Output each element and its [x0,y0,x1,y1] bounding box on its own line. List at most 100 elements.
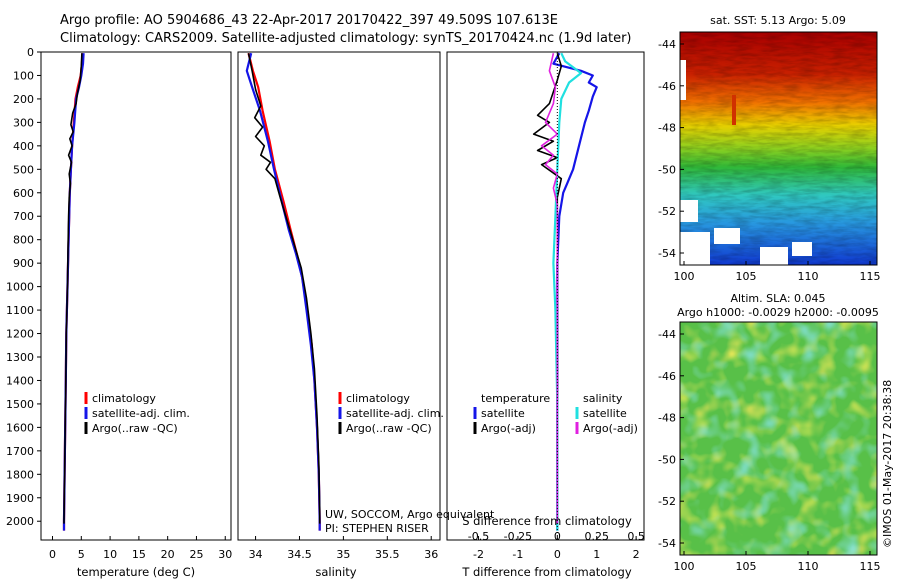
credit-line-1: UW, SOCCOM, Argo equivalent [325,508,495,521]
depth-tick-label: 400 [13,140,34,153]
s-difference-xlabel: S difference from climatology [462,514,632,528]
x-tick-label: 36 [424,548,438,561]
title-line-2: Climatology: CARS2009. Satellite-adjuste… [60,31,632,46]
title-line-1: Argo profile: AO 5904686_43 22-Apr-2017 … [60,13,558,28]
s-diff-tick-label: -0.5 [468,530,489,543]
sla-texture-low [680,322,877,555]
x-tick-label: 35 [336,548,350,561]
x-tick-label: 25 [189,548,203,561]
depth-tick-label: 1400 [6,374,34,387]
sst-missing-patch [714,228,740,244]
sla-map-frame [679,321,878,556]
depth-tick-label: 1600 [6,421,34,434]
lat-tick-label: -54 [658,537,676,550]
legend-heading-temperature: temperature [481,392,550,405]
x-tick-label: -1 [512,548,523,561]
lat-tick-label: -44 [658,38,676,51]
depth-tick-label: 1100 [6,304,34,317]
sst-missing-patch [760,247,788,265]
imos-credit: ©IMOS 01-May-2017 20:38:38 [881,380,894,548]
depth-tick-label: 0 [27,46,34,59]
depth-tick-label: 800 [13,234,34,247]
series-line-climatology [247,52,321,531]
sst-missing-patch [680,232,710,265]
credit-line-2: PI: STEPHEN RISER [325,522,429,535]
depth-tick-label: 1300 [6,351,34,364]
sla-map-title-1: Altim. SLA: 0.045 [730,292,825,305]
s-diff-tick-label: -0.25 [504,530,532,543]
s-diff-tick-label: 0.25 [584,530,609,543]
legend-label-argo: Argo(..raw -QC) [92,422,178,435]
legend-heading-salinity: salinity [583,392,623,405]
legend-label-t-argo: Argo(-adj) [481,422,536,435]
x-tick-label: 30 [218,548,232,561]
lon-tick-label: 100 [674,270,695,283]
x-tick-label: -2 [473,548,484,561]
x-tick-label: 20 [161,548,175,561]
depth-axis: 0 100 200 300 400 500 600 700 800 900 1000 1100 1200… [6,46,41,528]
depth-tick-label: 900 [13,257,34,270]
x-tick-label: 10 [103,548,117,561]
lon-tick-label: 115 [860,270,881,283]
temperature-axes-frame [40,51,232,541]
x-tick-label: 2 [633,548,640,561]
sst-map-title: sat. SST: 5.13 Argo: 5.09 [710,14,846,27]
legend-label-s-argo: Argo(-adj) [583,422,638,435]
depth-tick-label: 300 [13,116,34,129]
series-line-argo [63,53,83,524]
sst-missing-patch [680,60,686,100]
s-diff-tick-label: 0 [554,530,561,543]
sst-texture [680,32,877,265]
depth-tick-label: 1000 [6,281,34,294]
depth-tick-label: 1200 [6,328,34,341]
x-tick-label: 0 [49,548,56,561]
salinity-plot: 34 34.5 35 35.5 36 [245,52,438,561]
sst-missing-patch [680,200,698,222]
salinity-legend: climatology satellite-adj. clim. Argo(..… [338,392,444,435]
x-tick-label: 34.5 [287,548,312,561]
legend-label-satellite: satellite-adj. clim. [346,407,444,420]
sst-missing-patch [792,242,812,256]
lon-tick-label: 110 [798,560,819,573]
x-tick-label: 5 [78,548,85,561]
lat-tick-label: -46 [658,370,676,383]
difference-axes-frame [446,51,645,541]
temperature-plot: 0 5 10 15 20 25 30 [49,53,232,561]
lat-tick-label: -46 [658,80,676,93]
series-line-t-satellite [552,52,598,531]
sst-map-frame [679,31,878,266]
difference-legend: temperature salinity satellite Argo(-adj… [473,392,638,435]
lon-tick-label: 105 [736,560,757,573]
depth-tick-label: 700 [13,210,34,223]
lon-tick-label: 110 [798,270,819,283]
temperature-xlabel: temperature (deg C) [77,565,195,579]
x-tick-label: 1 [593,548,600,561]
t-difference-xlabel: T difference from climatology [461,565,632,579]
series-line-satellite [245,52,321,531]
legend-label-satellite: satellite-adj. clim. [92,407,190,420]
depth-tick-label: 500 [13,163,34,176]
series-line-argo [247,53,321,524]
depth-tick-label: 1900 [6,492,34,505]
lon-tick-label: 115 [860,560,881,573]
temperature-legend: climatology satellite-adj. clim. Argo(..… [84,392,190,435]
lat-tick-label: -52 [658,495,676,508]
salinity-axes-frame [237,51,441,541]
depth-tick-label: 1800 [6,468,34,481]
sla-map-title-2: Argo h1000: -0.0029 h2000: -0.0095 [677,306,879,319]
difference-plot: -2 -1 0 1 2 -0.5 -0.25 0 0.25 0.5 [468,52,645,561]
depth-tick-label: 600 [13,187,34,200]
lon-tick-label: 100 [674,560,695,573]
lat-tick-label: -48 [658,122,676,135]
x-tick-label: 0 [554,548,561,561]
lat-tick-label: -50 [658,163,676,176]
x-tick-label: 35.5 [375,548,400,561]
depth-tick-label: 2000 [6,515,34,528]
legend-label-climatology: climatology [346,392,410,405]
legend-label-climatology: climatology [92,392,156,405]
x-tick-label: 15 [132,548,146,561]
lat-tick-label: -54 [658,247,676,260]
depth-tick-label: 100 [13,69,34,82]
legend-label-argo: Argo(..raw -QC) [346,422,432,435]
lat-tick-label: -52 [658,205,676,218]
